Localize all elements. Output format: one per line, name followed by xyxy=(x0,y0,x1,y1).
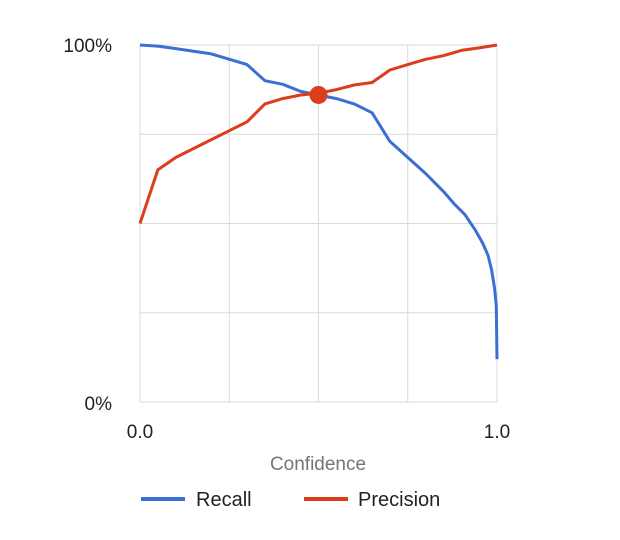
y-tick-label-min: 0% xyxy=(85,394,113,415)
legend-item-precision[interactable]: Precision xyxy=(304,489,440,511)
grid xyxy=(139,44,498,403)
legend-item-recall[interactable]: Recall xyxy=(141,489,252,511)
y-tick-label-max: 100% xyxy=(63,36,112,57)
x-tick-label-max: 1.0 xyxy=(484,422,510,443)
legend-label-recall: Recall xyxy=(196,489,252,511)
legend: Recall Precision xyxy=(141,489,440,511)
intersection-marker[interactable] xyxy=(309,85,328,104)
x-axis-title: Confidence xyxy=(270,454,366,475)
x-tick-label-min: 0.0 xyxy=(127,422,153,443)
legend-label-precision: Precision xyxy=(358,489,440,511)
tick-labels: 100% 0% 0.0 1.0 xyxy=(63,36,510,443)
highlight-marker-group xyxy=(309,85,328,104)
series-line-recall[interactable] xyxy=(139,43,499,360)
